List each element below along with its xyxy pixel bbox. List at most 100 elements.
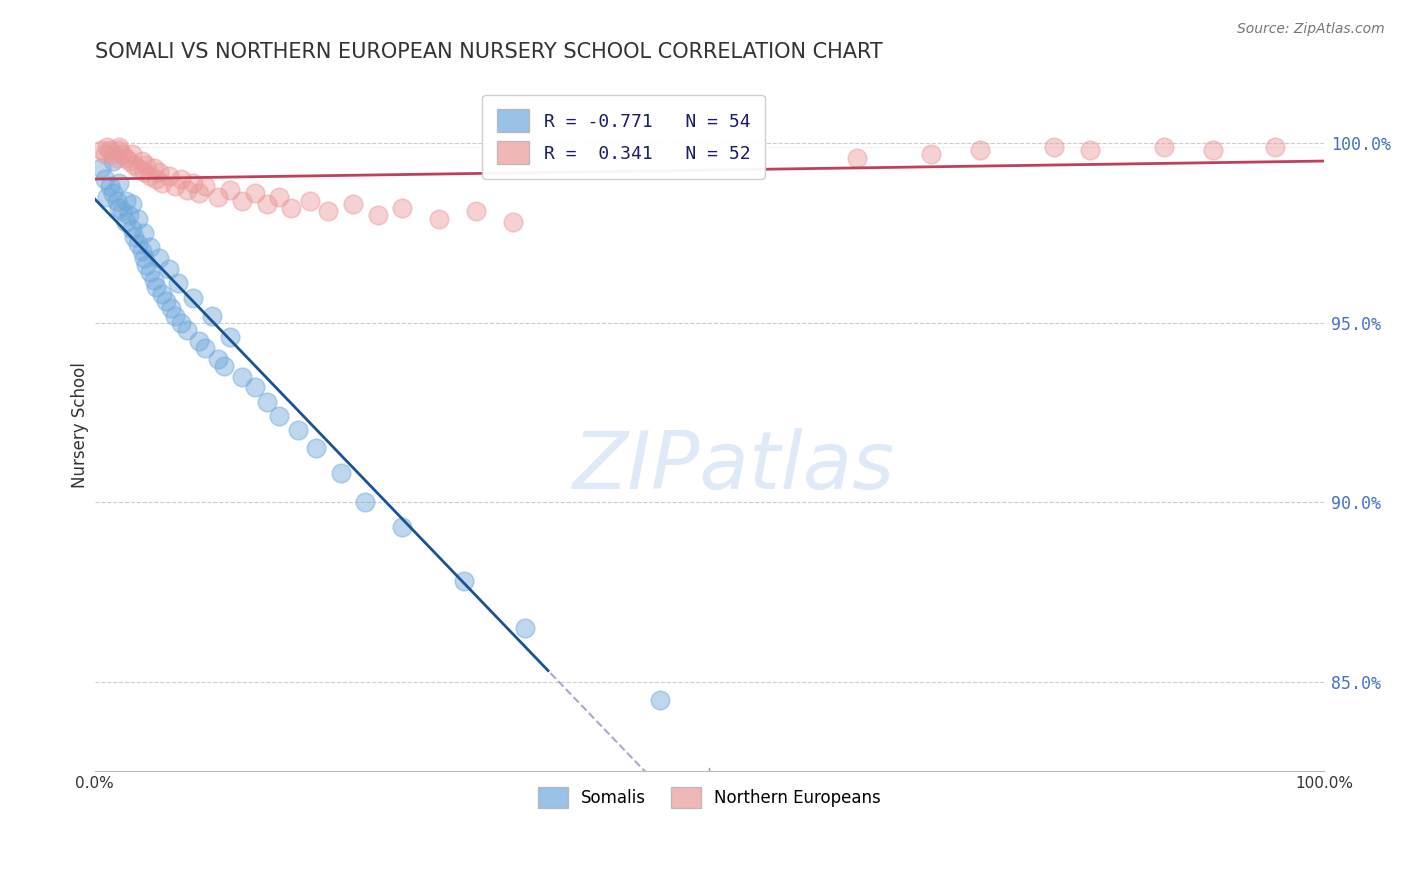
Point <box>167 276 190 290</box>
Point <box>181 291 204 305</box>
Point <box>1080 144 1102 158</box>
Point <box>132 165 155 179</box>
Point <box>103 154 125 169</box>
Point <box>176 183 198 197</box>
Point <box>98 144 121 158</box>
Point <box>163 309 186 323</box>
Point <box>453 574 475 588</box>
Point <box>139 240 162 254</box>
Point <box>194 341 217 355</box>
Point <box>148 251 170 265</box>
Point <box>96 190 118 204</box>
Point <box>200 309 222 323</box>
Point <box>502 215 524 229</box>
Point <box>118 208 141 222</box>
Point <box>157 261 180 276</box>
Point <box>243 186 266 201</box>
Point <box>155 294 177 309</box>
Point <box>269 409 291 423</box>
Point <box>111 147 134 161</box>
Point <box>176 323 198 337</box>
Point <box>243 380 266 394</box>
Point <box>93 147 115 161</box>
Point <box>118 154 141 169</box>
Point <box>188 334 211 348</box>
Point <box>142 272 165 286</box>
Point <box>127 161 149 176</box>
Point <box>105 194 128 208</box>
Point <box>127 236 149 251</box>
Point <box>969 144 991 158</box>
Point <box>114 215 136 229</box>
Point <box>219 330 242 344</box>
Point <box>464 204 486 219</box>
Point <box>231 194 253 208</box>
Point <box>354 495 377 509</box>
Point <box>269 190 291 204</box>
Point <box>90 144 112 158</box>
Point <box>122 158 145 172</box>
Point <box>121 147 143 161</box>
Point <box>1264 140 1286 154</box>
Point <box>298 194 321 208</box>
Point <box>122 229 145 244</box>
Point <box>142 161 165 176</box>
Point <box>131 244 153 258</box>
Text: Source: ZipAtlas.com: Source: ZipAtlas.com <box>1237 22 1385 37</box>
Point <box>391 520 413 534</box>
Point <box>513 621 536 635</box>
Point <box>132 226 155 240</box>
Point <box>219 183 242 197</box>
Y-axis label: Nursery School: Nursery School <box>72 362 89 488</box>
Point <box>280 201 302 215</box>
Point <box>114 151 136 165</box>
Point <box>845 151 868 165</box>
Point <box>148 165 170 179</box>
Point <box>121 197 143 211</box>
Point <box>152 287 174 301</box>
Point <box>1202 144 1225 158</box>
Point <box>139 265 162 279</box>
Point <box>287 423 309 437</box>
Point <box>256 197 278 211</box>
Point <box>108 201 131 215</box>
Point <box>231 369 253 384</box>
Point <box>121 222 143 236</box>
Point <box>127 211 149 226</box>
Point <box>98 179 121 194</box>
Point <box>135 158 157 172</box>
Point <box>135 258 157 272</box>
Point <box>427 211 450 226</box>
Point <box>103 147 125 161</box>
Point <box>111 204 134 219</box>
Point <box>181 176 204 190</box>
Legend: Somalis, Northern Europeans: Somalis, Northern Europeans <box>531 780 887 815</box>
Point <box>188 186 211 201</box>
Point <box>650 692 672 706</box>
Point <box>139 169 162 183</box>
Point <box>114 194 136 208</box>
Point <box>256 394 278 409</box>
Point <box>170 316 193 330</box>
Point <box>145 280 167 294</box>
Point <box>367 208 389 222</box>
Point <box>90 161 112 176</box>
Point <box>1042 140 1064 154</box>
Point <box>194 179 217 194</box>
Point <box>96 140 118 154</box>
Point <box>318 204 340 219</box>
Point <box>157 169 180 183</box>
Point <box>108 176 131 190</box>
Point <box>103 186 125 201</box>
Point <box>145 172 167 186</box>
Point <box>108 144 131 158</box>
Point <box>105 151 128 165</box>
Point <box>131 154 153 169</box>
Point <box>152 176 174 190</box>
Point <box>1153 140 1175 154</box>
Text: SOMALI VS NORTHERN EUROPEAN NURSERY SCHOOL CORRELATION CHART: SOMALI VS NORTHERN EUROPEAN NURSERY SCHO… <box>94 42 883 62</box>
Point <box>920 147 942 161</box>
Point <box>329 467 352 481</box>
Point <box>207 351 229 366</box>
Point <box>160 301 183 316</box>
